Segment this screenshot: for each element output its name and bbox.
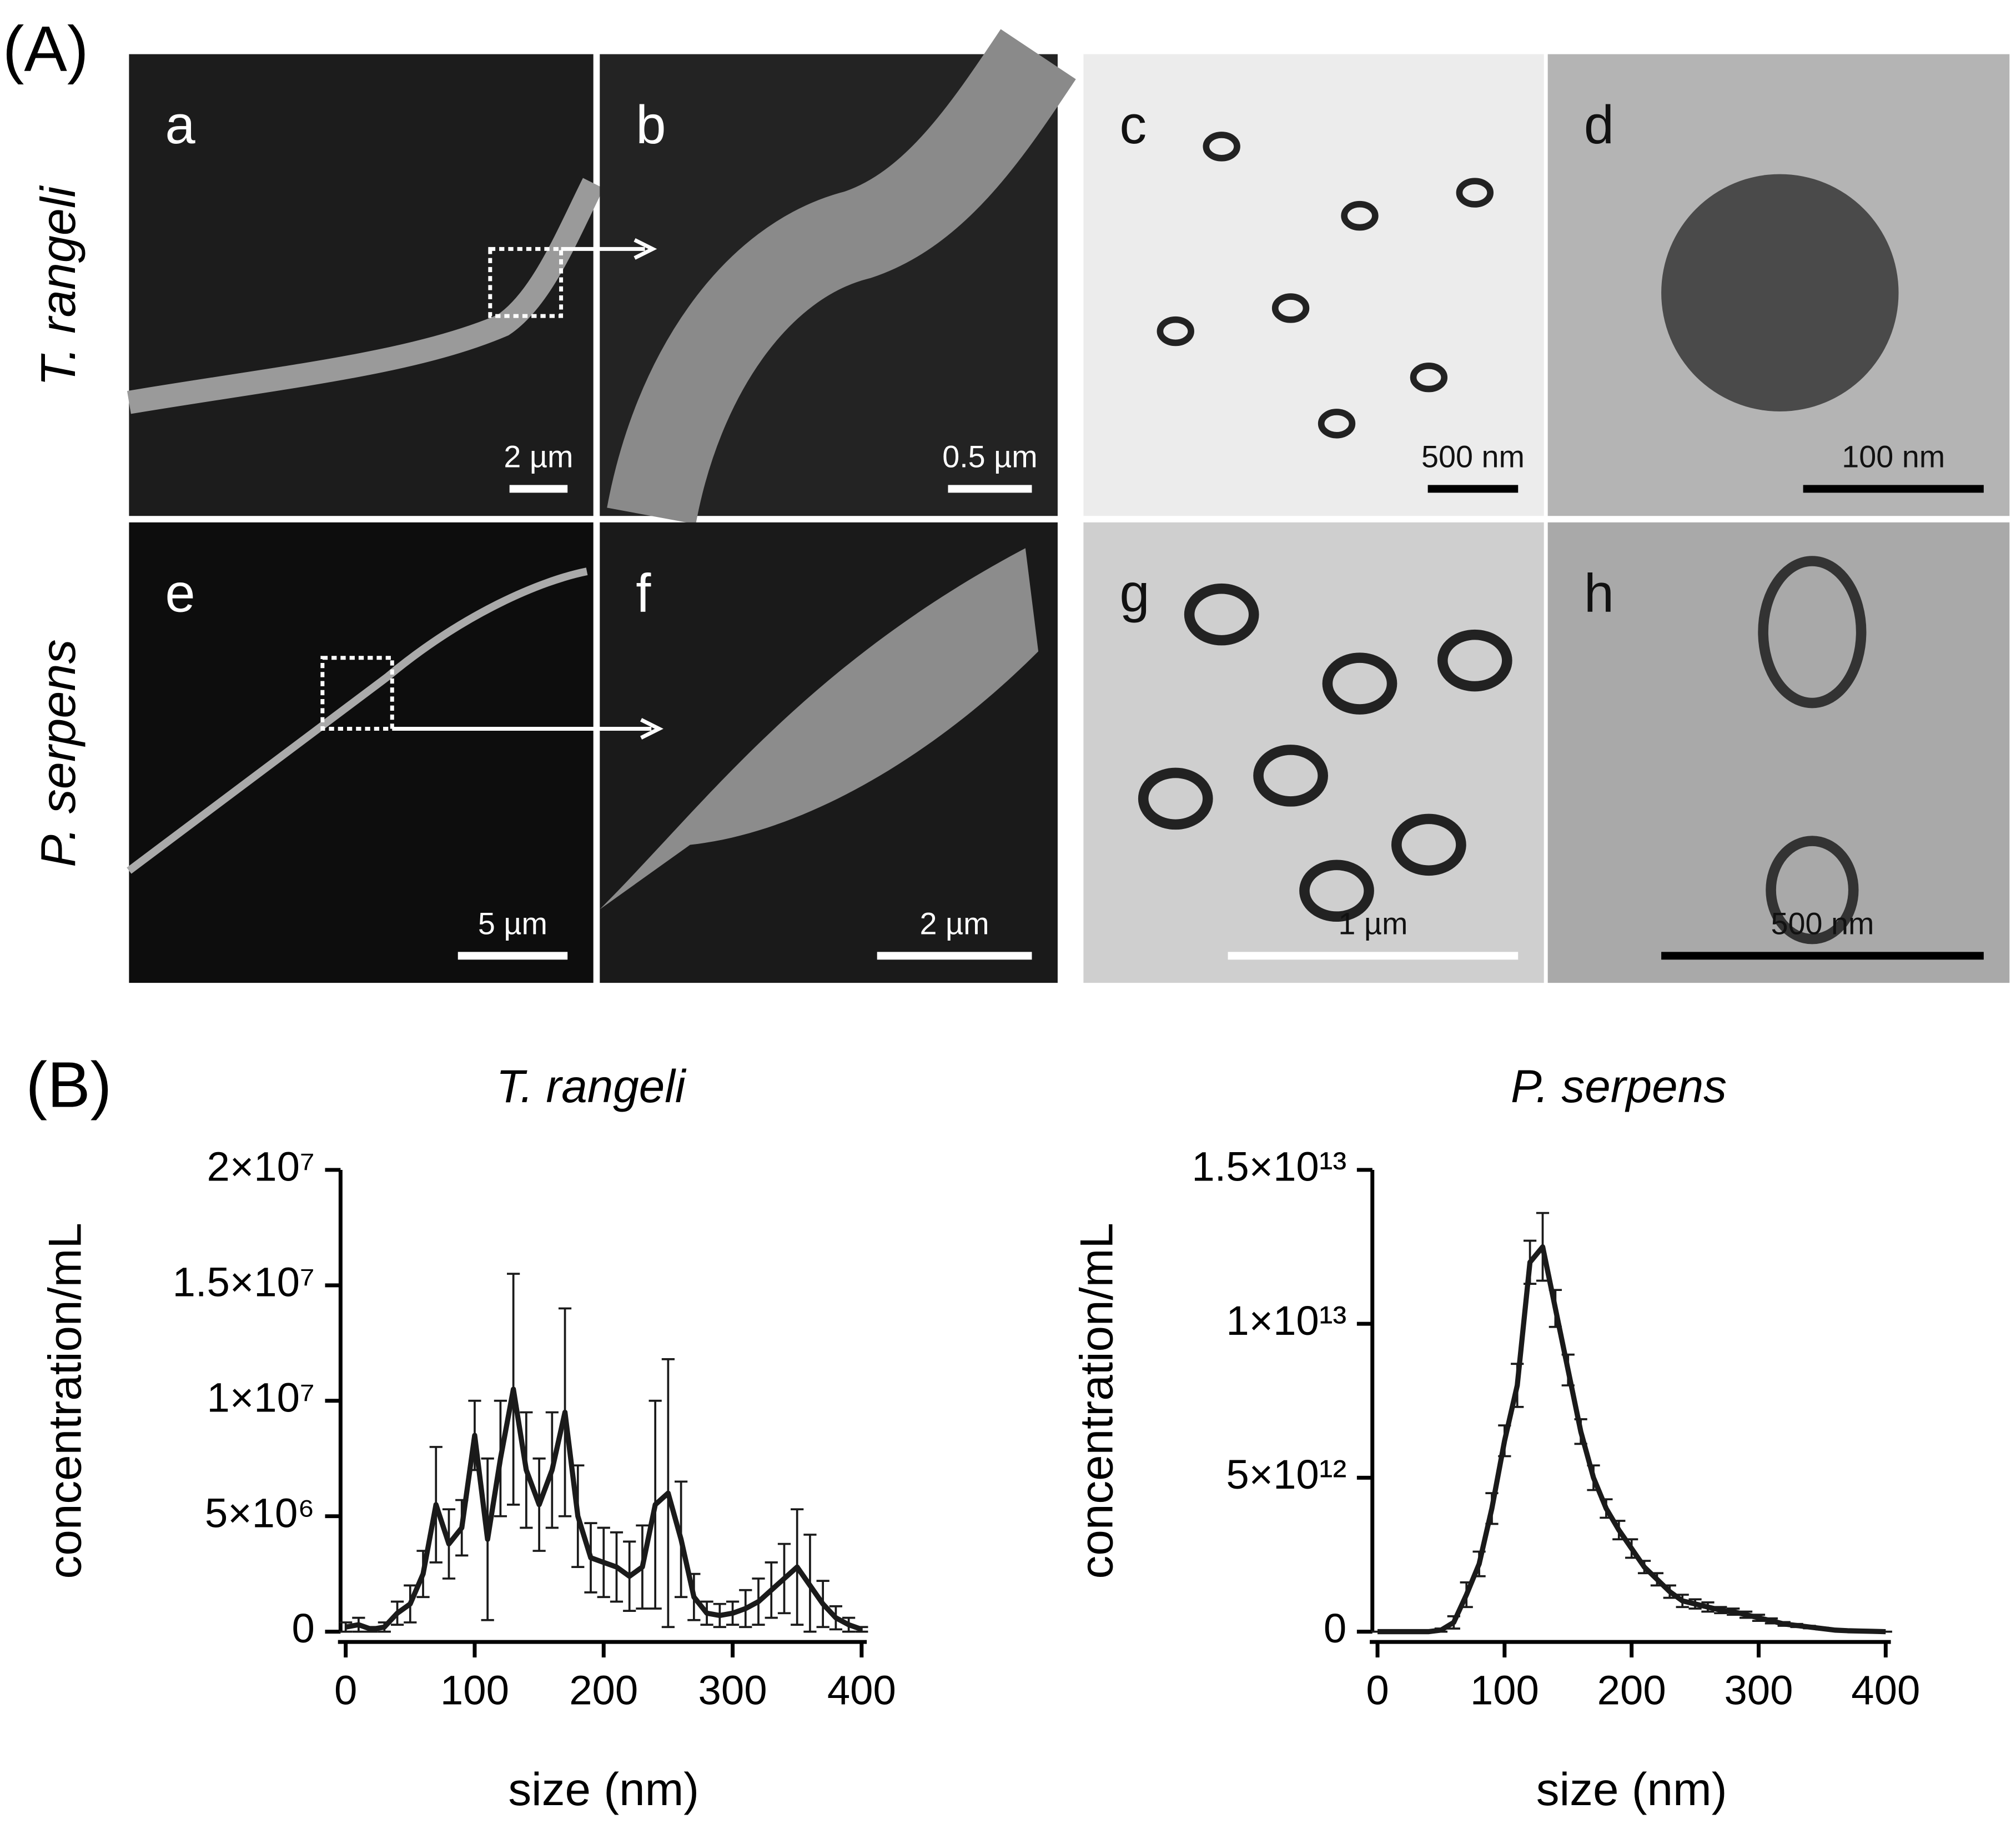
y-tick-label: 1.5×10⁷ (173, 1259, 315, 1305)
scale-bar-label: 1 µm (1338, 907, 1407, 941)
vesicle (1456, 178, 1494, 208)
scale-bar-label: 0.5 µm (942, 440, 1038, 474)
chart-title: T. rangeli (496, 1060, 687, 1112)
panel-letter: c (1119, 94, 1147, 155)
vesicle (1437, 629, 1512, 692)
y-tick-label: 1×10⁷ (207, 1374, 315, 1420)
x-tick-label: 300 (1724, 1667, 1793, 1714)
row-label: T. rangeli (31, 185, 86, 386)
x-tick-label: 400 (827, 1667, 896, 1714)
micrograph: g 1 µm (1083, 522, 1544, 983)
scale-bar (1803, 485, 1984, 493)
chart-title: P. serpens (1511, 1060, 1727, 1112)
micrograph-image (129, 54, 594, 516)
panel-letter: h (1584, 562, 1614, 623)
data-line (1377, 1244, 1886, 1635)
row-label: P. serpens (31, 639, 86, 867)
panel-letter: e (165, 562, 195, 623)
x-tick-label: 200 (569, 1667, 638, 1714)
panel-letter: f (636, 562, 651, 623)
parasite (127, 567, 588, 874)
vesicle (1410, 362, 1448, 393)
scale-bar-label: 2 µm (920, 907, 989, 941)
micrograph: c 500 nm (1083, 54, 1544, 516)
scale-bar (509, 485, 568, 493)
x-tick-label: 300 (698, 1667, 767, 1714)
parasite (607, 29, 1076, 525)
y-tick-label: 2×10⁷ (207, 1144, 315, 1190)
vesicle (1203, 132, 1240, 162)
micrograph: h 500 nm (1547, 522, 2010, 983)
scale-bar-label: 500 nm (1421, 440, 1525, 474)
scale-bar (877, 952, 1032, 960)
scale-bar-label: 500 nm (1771, 907, 1874, 941)
panel-letter: g (1119, 562, 1149, 623)
y-tick-label: 1.5×10¹³ (1191, 1144, 1346, 1190)
x-axis-label: size (nm) (1536, 1763, 1727, 1815)
vesicle (1157, 316, 1194, 346)
vesicle (1299, 860, 1374, 922)
x-tick-label: 100 (440, 1667, 509, 1714)
micrograph: b 0.5 µm (600, 29, 1076, 525)
zoom-box (320, 656, 394, 731)
vesicle (1322, 652, 1397, 715)
y-axis-label: concentration/mL (1070, 1223, 1123, 1579)
vesicle (1341, 200, 1379, 231)
scale-bar (948, 485, 1032, 493)
vesicle (1758, 556, 1867, 709)
x-tick-label: 100 (1470, 1667, 1539, 1714)
x-tick-label: 0 (1366, 1667, 1389, 1714)
y-tick-label: 1×10¹³ (1226, 1298, 1346, 1344)
vesicle (1661, 174, 1899, 412)
micrograph: a 2 µm (127, 54, 604, 516)
zoom-arrow (392, 718, 663, 740)
parasite (600, 548, 1039, 910)
y-tick-label: 0 (1324, 1605, 1346, 1651)
scale-bar (1661, 952, 1984, 960)
y-tick-label: 0 (292, 1605, 315, 1651)
zoom-arrow (561, 238, 657, 260)
micrograph: d 100 nm (1547, 54, 2010, 516)
panel-b-label: (B) (26, 1049, 112, 1121)
vesicle (1138, 767, 1213, 830)
x-axis-label: size (nm) (508, 1763, 699, 1815)
panel-a-label: (A) (3, 13, 89, 85)
scale-bar (458, 952, 568, 960)
micrograph: e 5 µm (127, 522, 594, 983)
vesicle (1184, 583, 1259, 646)
vesicle (1318, 409, 1356, 439)
panel-letter: d (1584, 94, 1614, 155)
panel-letter: a (165, 94, 195, 155)
vesicle (1391, 813, 1466, 876)
micrograph-image (1083, 54, 1544, 516)
scale-bar-label: 5 µm (478, 907, 547, 941)
y-tick-label: 5×10¹² (1226, 1451, 1346, 1498)
vesicle (1766, 836, 1859, 944)
data-line (345, 1386, 863, 1632)
panel-letter: b (636, 94, 666, 155)
micrograph: f 2 µm (600, 522, 1058, 983)
micrograph-image (1547, 522, 2010, 983)
scale-bar (1427, 485, 1519, 493)
scale-bar (1228, 952, 1519, 960)
vesicle (1253, 745, 1328, 807)
scale-bar-label: 100 nm (1842, 440, 1945, 474)
x-tick-label: 400 (1851, 1667, 1920, 1714)
zoom-box (488, 247, 564, 318)
x-tick-label: 0 (334, 1667, 357, 1714)
y-axis-label: concentration/mL (38, 1223, 91, 1579)
x-tick-label: 200 (1597, 1667, 1666, 1714)
y-tick-label: 5×10⁶ (205, 1490, 315, 1536)
scale-bar-label: 2 µm (504, 440, 573, 474)
vesicle (1271, 293, 1310, 323)
